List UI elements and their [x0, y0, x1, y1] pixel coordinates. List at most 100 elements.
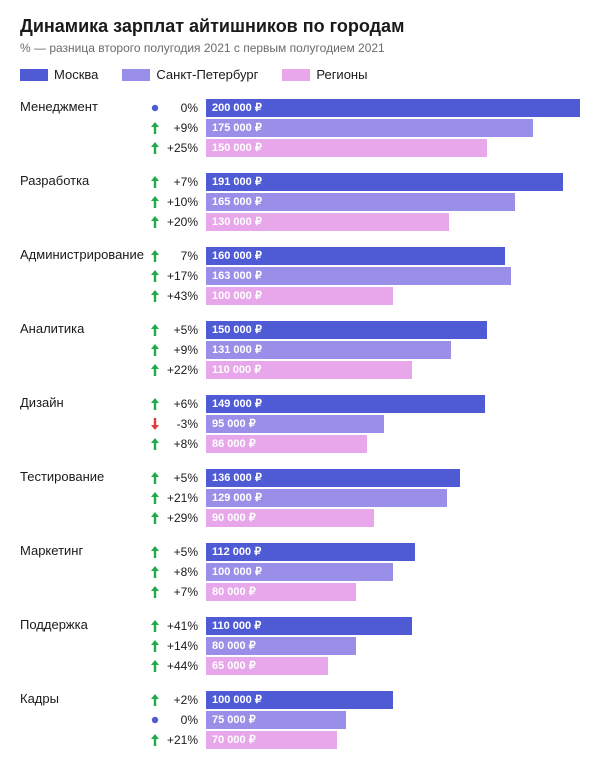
category-rows: +5% 136 000 ₽ +21%129 000 ₽+29%90 000 ₽: [148, 468, 580, 528]
percent-change: +21%: [162, 491, 206, 505]
category-group: Администрирование7%160 000 ₽ +17% 163 000 …: [20, 246, 580, 306]
category-rows: +7%191 000 ₽+10%165 000 ₽+20%130 000 ₽: [148, 172, 580, 232]
bar-track: 100 000 ₽: [206, 563, 580, 581]
category-rows: +2%100 000 ₽ 0%75 000 ₽+21%70 000 ₽: [148, 690, 580, 750]
category-label: Администрирование: [20, 246, 148, 306]
legend-swatch: [282, 69, 310, 81]
percent-change: +43%: [162, 289, 206, 303]
legend-item: Регионы: [282, 67, 367, 82]
salary-value: 100 000 ₽: [212, 289, 262, 302]
chart-subtitle: % — разница второго полугодия 2021 с пер…: [20, 41, 580, 55]
data-row: +2%100 000 ₽: [148, 690, 580, 709]
data-row: +41%110 000 ₽: [148, 616, 580, 635]
bar-track: 200 000 ₽: [206, 99, 580, 117]
data-row: +7% 191 000 ₽: [148, 172, 580, 191]
salary-bar: 80 000 ₽: [206, 637, 356, 655]
category-label: Маркетинг: [20, 542, 148, 602]
bar-track: 191 000 ₽: [206, 173, 580, 191]
salary-bar: 90 000 ₽: [206, 509, 374, 527]
bar-track: 165 000 ₽: [206, 193, 580, 211]
arrow-up-icon: [148, 734, 162, 746]
bar-track: 136 000 ₽: [206, 469, 580, 487]
legend-label: Санкт-Петербург: [156, 67, 258, 82]
data-row: +22%110 000 ₽: [148, 360, 580, 379]
arrow-up-icon: [148, 586, 162, 598]
bar-track: 80 000 ₽: [206, 637, 580, 655]
bar-track: 150 000 ₽: [206, 139, 580, 157]
category-label: Менеджмент: [20, 98, 148, 158]
category-rows: +41%110 000 ₽+14%80 000 ₽+44%65 000 ₽: [148, 616, 580, 676]
arrow-up-icon: [148, 566, 162, 578]
salary-bar: 95 000 ₽: [206, 415, 384, 433]
salary-value: 150 000 ₽: [212, 141, 262, 154]
neutral-dot-icon: [148, 102, 162, 114]
data-row: +10% 165 000 ₽: [148, 192, 580, 211]
salary-value: 100 000 ₽: [212, 565, 262, 578]
legend-label: Регионы: [316, 67, 367, 82]
salary-bar: 150 000 ₽: [206, 139, 487, 157]
salary-bar: 150 000 ₽: [206, 321, 487, 339]
bar-track: 65 000 ₽: [206, 657, 580, 675]
salary-bar: 129 000 ₽: [206, 489, 447, 507]
salary-value: 80 000 ₽: [212, 639, 256, 652]
arrow-up-icon: [148, 546, 162, 558]
percent-change: +17%: [162, 269, 206, 283]
arrow-up-icon: [148, 472, 162, 484]
percent-change: 0%: [162, 713, 206, 727]
salary-value: 65 000 ₽: [212, 659, 256, 672]
bar-track: 110 000 ₽: [206, 617, 580, 635]
category-label: Тестирование: [20, 468, 148, 528]
salary-bar: 175 000 ₽: [206, 119, 533, 137]
data-row: +6%149 000 ₽: [148, 394, 580, 413]
data-row: -3%95 000 ₽: [148, 414, 580, 433]
data-row: +5% 136 000 ₽: [148, 468, 580, 487]
salary-bar: 75 000 ₽: [206, 711, 346, 729]
salary-value: 136 000 ₽: [212, 471, 262, 484]
category-group: Кадры+2%100 000 ₽0%75 000 ₽+21%70 000 ₽: [20, 690, 580, 750]
salary-bar: 200 000 ₽: [206, 99, 580, 117]
salary-value: 100 000 ₽: [212, 693, 262, 706]
salary-bar: 160 000 ₽: [206, 247, 505, 265]
percent-change: +41%: [162, 619, 206, 633]
percent-change: +7%: [162, 175, 206, 189]
salary-value: 191 000 ₽: [212, 175, 262, 188]
arrow-up-icon: [148, 196, 162, 208]
data-row: +5%150 000 ₽: [148, 320, 580, 339]
category-group: Аналитика+5%150 000 ₽+9%131 000 ₽+22%110…: [20, 320, 580, 380]
bar-track: 149 000 ₽: [206, 395, 580, 413]
salary-bar: 80 000 ₽: [206, 583, 356, 601]
percent-change: +5%: [162, 471, 206, 485]
legend-label: Москва: [54, 67, 98, 82]
salary-bar: 165 000 ₽: [206, 193, 515, 211]
data-row: 7%160 000 ₽: [148, 246, 580, 265]
category-group: Дизайн+6%149 000 ₽-3%95 000 ₽+8%86 000 ₽: [20, 394, 580, 454]
salary-value: 163 000 ₽: [212, 269, 262, 282]
percent-change: +10%: [162, 195, 206, 209]
percent-change: +5%: [162, 323, 206, 337]
category-rows: +5%150 000 ₽+9%131 000 ₽+22%110 000 ₽: [148, 320, 580, 380]
arrow-up-icon: [148, 512, 162, 524]
salary-value: 131 000 ₽: [212, 343, 262, 356]
salary-value: 165 000 ₽: [212, 195, 262, 208]
arrow-up-icon: [148, 176, 162, 188]
salary-bar: 100 000 ₽: [206, 691, 393, 709]
category-label: Поддержка: [20, 616, 148, 676]
bar-track: 80 000 ₽: [206, 583, 580, 601]
data-row: 0%200 000 ₽: [148, 98, 580, 117]
percent-change: +44%: [162, 659, 206, 673]
salary-bar: 136 000 ₽: [206, 469, 460, 487]
bar-track: 130 000 ₽: [206, 213, 580, 231]
data-row: +21%70 000 ₽: [148, 730, 580, 749]
data-row: +17% 163 000 ₽: [148, 266, 580, 285]
data-row: +25%150 000 ₽: [148, 138, 580, 157]
category-label: Аналитика: [20, 320, 148, 380]
data-row: +7%80 000 ₽: [148, 582, 580, 601]
category-rows: 7%160 000 ₽ +17% 163 000 ₽ +43% 100 000 ₽: [148, 246, 580, 306]
salary-chart: Менеджмент0%200 000 ₽+9%175 000 ₽+25%150…: [20, 98, 580, 750]
arrow-up-icon: [148, 324, 162, 336]
arrow-up-icon: [148, 250, 162, 262]
salary-value: 130 000 ₽: [212, 215, 262, 228]
arrow-up-icon: [148, 142, 162, 154]
data-row: +29%90 000 ₽: [148, 508, 580, 527]
bar-track: 150 000 ₽: [206, 321, 580, 339]
